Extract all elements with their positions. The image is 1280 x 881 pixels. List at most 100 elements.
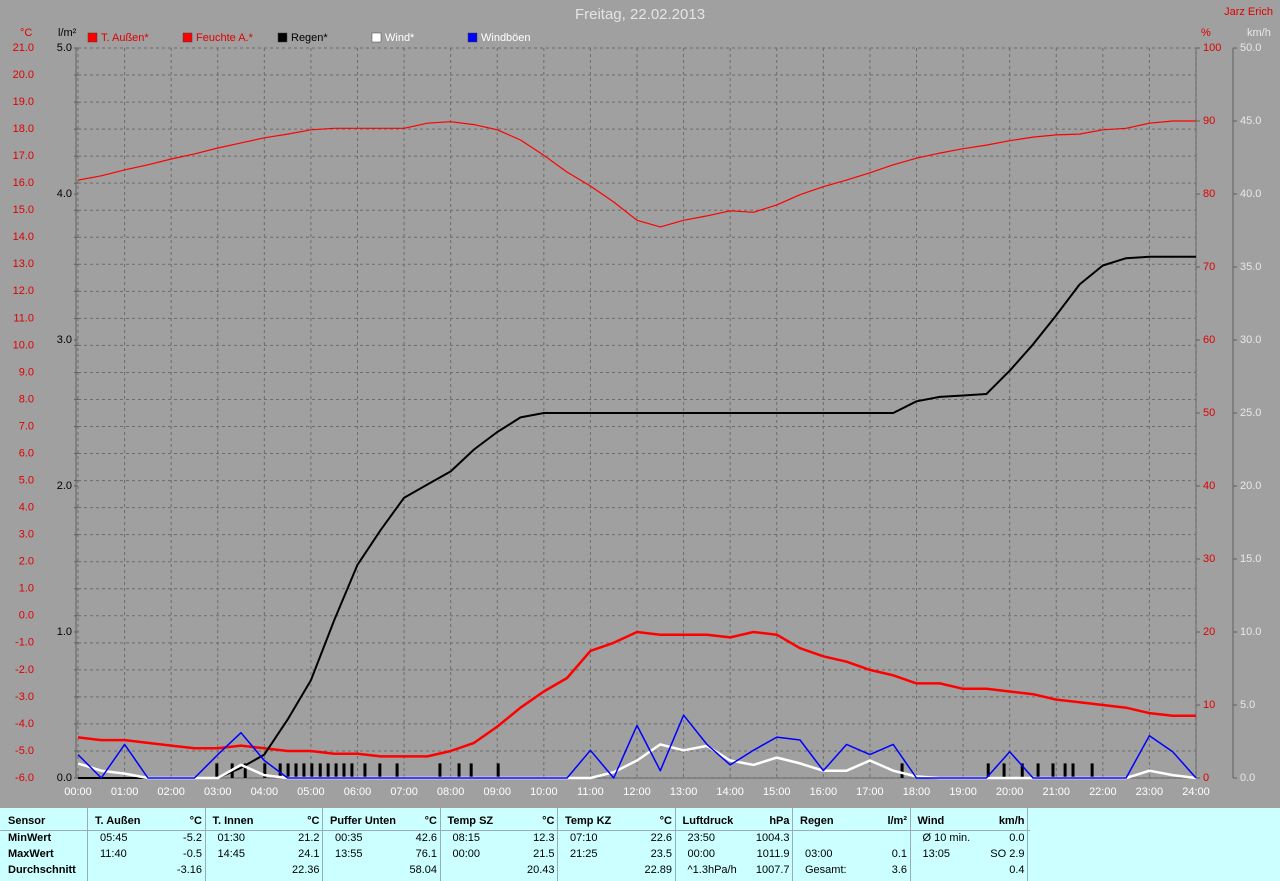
y-tick-label: 16.0 — [13, 177, 34, 189]
y-tick-label: 3.0 — [19, 529, 34, 541]
y-tick-label: 10 — [1203, 699, 1215, 711]
y-tick-label: 4.0 — [57, 188, 72, 200]
cell-time: 01:30 — [217, 832, 246, 844]
rain-bar — [1051, 763, 1055, 778]
legend-label: Feuchte A.* — [196, 32, 254, 44]
cell-time: 21:25 — [570, 848, 598, 860]
rain-bar — [310, 763, 314, 778]
cell-value: 22.89 — [644, 864, 672, 876]
rain-bar — [1071, 763, 1075, 778]
rain-bar — [286, 763, 290, 778]
y-tick-label: 15.0 — [1240, 553, 1261, 565]
y-tick-label: -3.0 — [15, 691, 34, 703]
x-tick-label: 10:00 — [530, 786, 558, 798]
group-unit: °C — [659, 815, 672, 827]
x-tick-label: 15:00 — [763, 786, 791, 798]
background — [0, 0, 1280, 808]
rain-bar — [318, 763, 322, 778]
group-unit: km/h — [998, 815, 1025, 827]
y-tick-label: 12.0 — [13, 285, 34, 297]
rain-bar — [326, 763, 330, 778]
cell-time: 14:45 — [217, 848, 246, 860]
y-tick-label: 5.0 — [19, 474, 34, 486]
cell-time: 00:00 — [452, 848, 481, 860]
y-tick-label: 40.0 — [1240, 188, 1261, 200]
x-tick-label: 16:00 — [810, 786, 838, 798]
cell-value: 3.6 — [891, 864, 907, 876]
rain-bar — [1020, 763, 1024, 778]
y-tick-label: 0.0 — [19, 610, 34, 622]
y-tick-label: 7.0 — [19, 420, 34, 432]
x-tick-label: 03:00 — [204, 786, 232, 798]
group-name: Temp KZ — [565, 815, 612, 827]
series-line — [77, 120, 1196, 228]
cell-time: 00:00 — [687, 848, 716, 860]
x-tick-label: 09:00 — [483, 786, 511, 798]
group-unit: °C — [307, 815, 320, 827]
y-tick-label: 6.0 — [19, 447, 34, 459]
cell-value: 23.5 — [650, 848, 672, 860]
y-tick-label: 18.0 — [13, 123, 34, 135]
group-name: Puffer Unten — [330, 815, 396, 827]
rain-bar — [294, 763, 298, 778]
y-tick-label: 60 — [1203, 334, 1215, 346]
group-unit: °C — [424, 815, 437, 827]
y-tick-label: 50 — [1203, 407, 1215, 419]
cell-value: 20.43 — [526, 864, 555, 876]
row-label: MaxWert — [8, 848, 54, 860]
y-tick-label: 1.0 — [57, 626, 72, 638]
y-tick-label: 100 — [1203, 42, 1221, 54]
x-tick-label: 19:00 — [949, 786, 977, 798]
x-tick-label: 11:00 — [577, 786, 604, 798]
cell-time: 23:50 — [687, 832, 716, 844]
rain-bar — [1036, 763, 1040, 778]
cell-time: 07:10 — [570, 832, 598, 844]
cell-time: Ø 10 min. — [922, 832, 971, 844]
y-tick-label: 11.0 — [13, 312, 34, 324]
x-tick-label: 17:00 — [856, 786, 884, 798]
y-tick-label: 10.0 — [1240, 626, 1261, 638]
y-tick-label: 0.0 — [1240, 772, 1255, 784]
rain-bar — [1090, 763, 1094, 778]
y-tick-label: 1.0 — [19, 583, 34, 595]
cell-value: 76.1 — [415, 848, 437, 860]
x-tick-label: 02:00 — [157, 786, 185, 798]
cell-value: 58.04 — [409, 864, 437, 876]
x-tick-label: 13:00 — [670, 786, 698, 798]
x-tick-label: 22:00 — [1089, 786, 1117, 798]
group-name: T. Außen — [95, 815, 141, 827]
summary-table: Sensor MinWert MaxWert Durchschnitt T. Außen… — [0, 808, 1280, 881]
group-unit: °C — [542, 815, 555, 827]
legend-swatch — [87, 32, 98, 43]
rain-bar — [900, 763, 904, 778]
rain-bar — [469, 763, 473, 778]
rain-bar — [496, 763, 500, 778]
cell-time: 05:45 — [100, 832, 128, 844]
x-tick-label: 23:00 — [1136, 786, 1164, 798]
y-tick-label: 90 — [1203, 115, 1215, 127]
cell-value: 0.0 — [1009, 832, 1025, 844]
row-label: MinWert — [8, 832, 52, 844]
cell-value: SO 2.9 — [990, 848, 1025, 860]
group-name: Regen — [800, 815, 834, 827]
x-tick-label: 07:00 — [390, 786, 418, 798]
rain-bar — [378, 763, 382, 778]
group-name: Temp SZ — [447, 815, 494, 827]
y-tick-label: 19.0 — [13, 96, 34, 108]
legend-label: Windböen — [481, 32, 531, 44]
series-line — [77, 714, 1197, 779]
rain-bar — [438, 763, 442, 778]
cell-value: 1004.3 — [755, 832, 790, 844]
chart: Freitag, 22.02.2013 Jarz Erich 00:00 01:0… — [0, 0, 1280, 808]
x-tick-label: 04:00 — [251, 786, 279, 798]
column-separator — [674, 808, 676, 881]
y-tick-label: 20.0 — [13, 69, 34, 81]
x-tick-label: 01:00 — [111, 786, 139, 798]
column-separator — [204, 808, 206, 881]
group-unit: hPa — [769, 815, 790, 827]
y-tick-label: 20.0 — [1240, 480, 1261, 492]
y-tick-label: 40 — [1203, 480, 1215, 492]
axis-unit: l/m² — [58, 27, 77, 39]
y-tick-label: -4.0 — [15, 718, 34, 730]
cell-time: Gesamt: — [805, 864, 847, 876]
